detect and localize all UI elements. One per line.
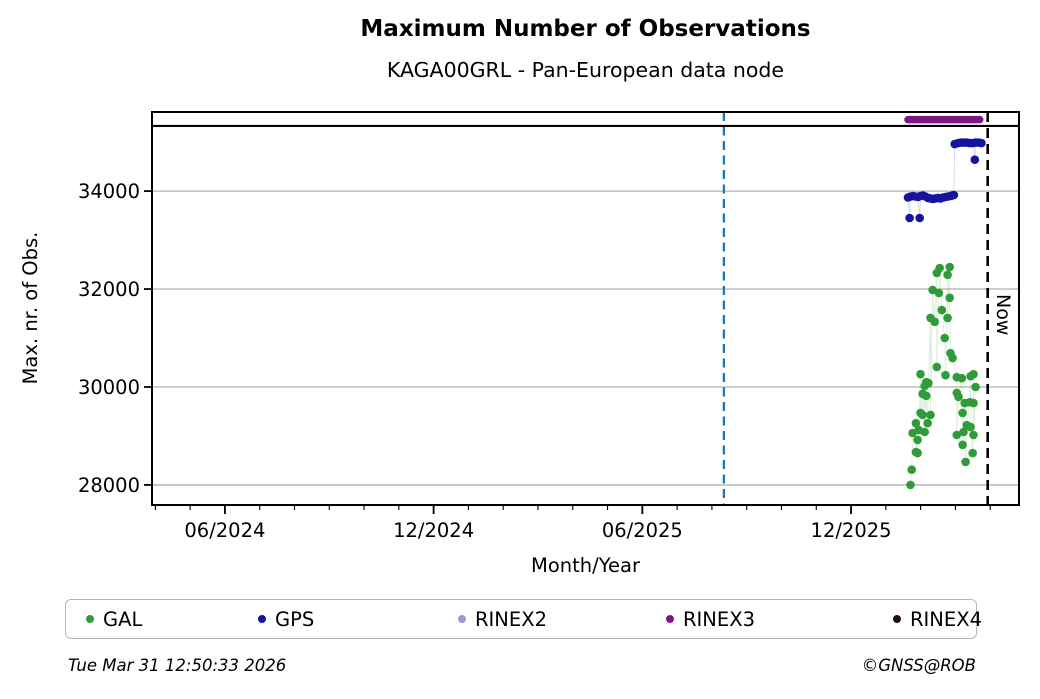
timestamp-text: Tue Mar 31 12:50:33 2026 <box>68 656 287 675</box>
y-tick-label: 32000 <box>78 278 140 301</box>
data-point-gal <box>923 418 932 428</box>
data-point-gal <box>911 418 921 428</box>
y-tick-label: 30000 <box>78 376 140 399</box>
data-point-gal <box>971 382 980 392</box>
data-point-gal <box>913 435 922 445</box>
data-point-gal <box>943 313 952 323</box>
data-point-gal <box>943 270 952 280</box>
x-tick-label: 06/2024 <box>184 519 265 542</box>
x-tick-label: 12/2025 <box>811 519 892 542</box>
data-point-gal <box>969 398 978 408</box>
data-point-gal <box>961 457 970 467</box>
legend-item-gal: GAL <box>86 600 142 638</box>
series-connector-gal <box>910 266 977 485</box>
data-point-gal <box>924 378 933 388</box>
data-point-gal <box>945 293 954 303</box>
data-point-gal <box>926 410 935 420</box>
legend: GAL GPS RINEX2 RINEX3 RINEX4 <box>65 599 982 639</box>
data-point-gal <box>959 427 968 437</box>
data-point-gal <box>969 430 978 440</box>
data-point-gps <box>977 138 986 148</box>
legend-marker-icon <box>666 615 674 623</box>
y-tick-label: 28000 <box>78 474 140 497</box>
legend-marker-icon <box>86 615 94 623</box>
chart-title: Maximum Number of Observations <box>360 16 811 42</box>
data-point-gal <box>918 410 927 420</box>
data-point-gal <box>932 362 942 372</box>
data-point-gal <box>920 427 929 437</box>
data-point-gal <box>968 448 977 458</box>
data-point-gps <box>915 213 924 223</box>
data-point-gal <box>906 480 915 490</box>
series-connector-gps <box>907 142 982 219</box>
data-point-gal <box>913 448 922 458</box>
data-point-gal <box>937 305 947 315</box>
data-point-gal <box>957 373 967 383</box>
data-point-gal <box>954 392 963 402</box>
x-axis-label: Month/Year <box>531 554 640 577</box>
legend-label: GAL <box>103 607 143 631</box>
data-point-gal <box>907 465 916 475</box>
y-tick-label: 34000 <box>78 180 140 203</box>
legend-item-rinex3: RINEX3 <box>666 600 755 638</box>
data-point-gal <box>941 370 950 380</box>
legend-label: RINEX4 <box>910 607 982 631</box>
data-point-gal <box>940 333 949 343</box>
data-point-gps <box>905 213 914 223</box>
data-point-gal <box>945 262 954 272</box>
data-layer <box>152 112 1019 505</box>
plot-border <box>151 111 1020 506</box>
legend-item-gps: GPS <box>258 600 314 638</box>
data-point-gal <box>952 430 962 440</box>
data-point-gal <box>935 263 944 273</box>
data-point-gps <box>970 155 980 164</box>
data-point-gal <box>916 369 925 379</box>
data-point-gal <box>948 353 957 363</box>
data-point-gal <box>969 369 978 379</box>
x-tick-label: 12/2024 <box>393 519 474 542</box>
x-tick-label: 06/2025 <box>602 519 683 542</box>
data-point-gal <box>922 391 931 401</box>
legend-label: GPS <box>275 607 315 631</box>
data-point-gal <box>958 440 967 450</box>
legend-label: RINEX3 <box>683 607 755 631</box>
now-line-label: Now <box>992 294 1014 336</box>
data-point-gal <box>934 288 944 298</box>
data-point-gal <box>958 408 967 418</box>
copyright-text: ©GNSS@ROB <box>861 656 976 675</box>
chart-subtitle: KAGA00GRL - Pan-European data node <box>386 58 785 82</box>
data-point-gal <box>966 422 975 432</box>
legend-label: RINEX2 <box>475 607 547 631</box>
data-point-gal <box>930 317 939 327</box>
legend-marker-icon <box>258 615 266 623</box>
legend-item-rinex4: RINEX4 <box>893 600 982 638</box>
legend-item-rinex2: RINEX2 <box>458 600 547 638</box>
data-point-gps <box>949 190 959 200</box>
legend-marker-icon <box>458 615 466 623</box>
legend-marker-icon <box>893 615 901 623</box>
